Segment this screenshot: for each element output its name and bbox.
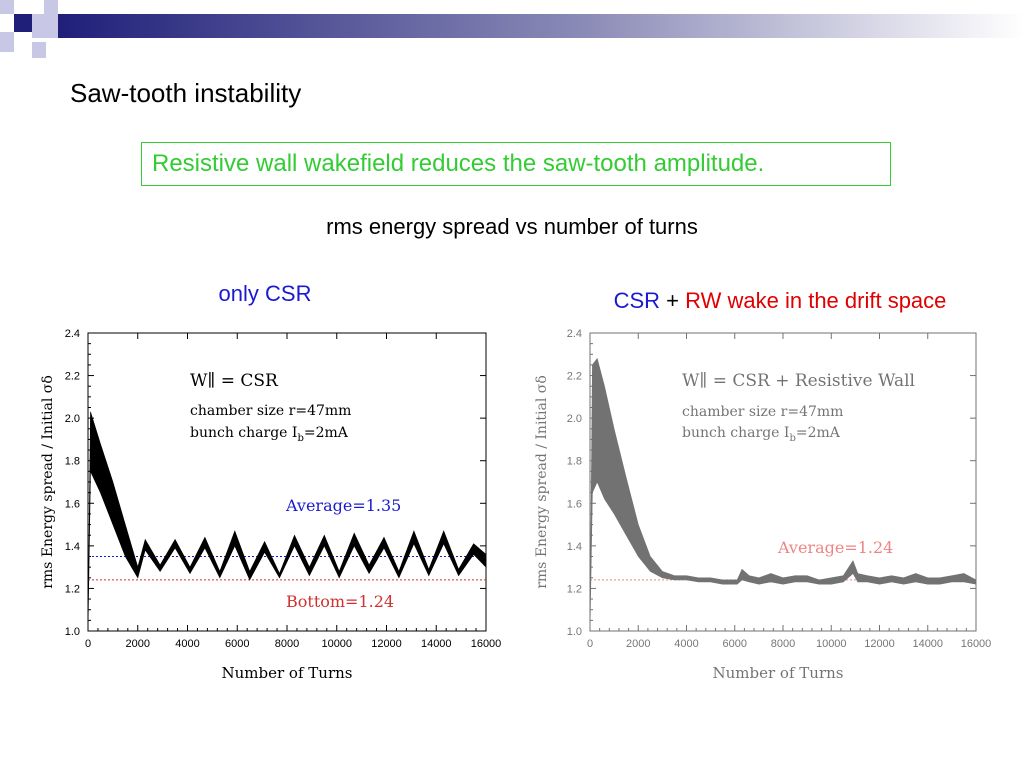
energy-spread-envelope [87,411,487,632]
energy-spread-envelope [589,357,977,632]
charge-prefix: bunch charge I [190,425,297,441]
y-tick-label: 2.4 [65,328,80,340]
x-tick-label: 10000 [816,638,847,650]
y-tick-label: 1.0 [65,626,80,638]
x-tick-label: 16000 [961,638,992,650]
x-tick-label: 4000 [175,638,199,650]
y-tick-label: 1.6 [65,498,80,510]
y-tick-label: 1.8 [567,456,582,468]
x-tick-label: 12000 [371,638,402,650]
y-tick-label: 2.2 [65,371,80,383]
y-tick-label: 2.4 [567,328,582,340]
y-tick-label: 1.8 [65,456,80,468]
x-tick-label: 0 [587,638,593,650]
left-chart-label: only CSR [218,281,312,306]
charge-annotation: bunch charge Ib=2mA [190,425,349,444]
header-gradient-band [58,14,1024,38]
y-tick-label: 1.6 [567,498,582,510]
chamber-annotation: chamber size r=47mm [190,403,351,419]
deco-square [44,0,58,14]
x-axis-label: Number of Turns [713,664,844,682]
right-chart-label: CSR + RW wake in the drift space [570,288,990,314]
x-tick-label: 4000 [674,638,698,650]
label-csr: CSR [613,288,661,313]
deco-square [32,42,46,58]
x-tick-label: 8000 [275,638,299,650]
x-tick-label: 16000 [471,638,502,650]
average-label: Average=1.24 [777,538,893,557]
x-tick-label: 12000 [864,638,895,650]
deco-square [14,14,32,32]
y-tick-label: 2.0 [65,413,80,425]
charge-suffix: =2mA [796,425,841,441]
x-tick-label: 2000 [126,638,150,650]
label-plus: + [666,288,680,313]
x-tick-label: 2000 [626,638,650,650]
deco-square [0,32,14,52]
wake-annotation: W∥ = CSR [190,371,279,391]
y-tick-label: 1.4 [65,541,80,553]
corner-decoration [0,0,1024,58]
x-tick-label: 14000 [912,638,943,650]
y-tick-label: 1.2 [567,583,582,595]
y-axis-label: rms Energy spread / Initial σδ [40,375,56,589]
y-tick-label: 1.4 [567,541,582,553]
callout-box: Resistive wall wakefield reduces the saw… [141,142,891,186]
x-tick-label: 10000 [321,638,352,650]
charge-annotation: bunch charge Ib=2mA [682,425,841,444]
y-tick-label: 2.2 [567,371,582,383]
charge-subscript: b [789,433,795,444]
charge-prefix: bunch charge I [682,425,789,441]
label-rw-wake: RW wake in the drift space [685,288,947,313]
y-tick-label: 1.0 [567,626,582,638]
x-tick-label: 6000 [723,638,747,650]
bottom-label: Bottom=1.24 [286,592,394,611]
charge-subscript: b [297,433,303,444]
charge-suffix: =2mA [304,425,349,441]
y-tick-label: 1.2 [65,583,80,595]
x-tick-label: 14000 [421,638,452,650]
chamber-annotation: chamber size r=47mm [682,404,843,420]
x-tick-label: 0 [85,638,91,650]
y-axis-label: rms Energy spread / Initial σδ [534,375,550,589]
plot-frame [87,332,487,632]
y-tick-label: 2.0 [567,413,582,425]
x-tick-label: 6000 [225,638,249,650]
chart-subtitle: rms energy spread vs number of turns [326,214,698,239]
x-tick-label: 8000 [771,638,795,650]
deco-square [0,0,14,14]
tick-group: 0 2000 4000 6000 8000 10000 12000 14000 16000 1.0… [65,328,502,650]
average-label: Average=1.35 [285,496,401,515]
x-axis-label: Number of Turns [222,664,353,682]
right-chart: 0 2000 4000 6000 8000 10000 12000 14000 16000 1.0… [534,328,992,682]
wake-annotation: W∥ = CSR + Resistive Wall [682,371,915,391]
slide-title: Saw-tooth instability [70,78,302,108]
left-chart: 0 2000 4000 6000 8000 10000 12000 14000 16000 1.0… [40,328,502,682]
deco-square [32,14,58,38]
